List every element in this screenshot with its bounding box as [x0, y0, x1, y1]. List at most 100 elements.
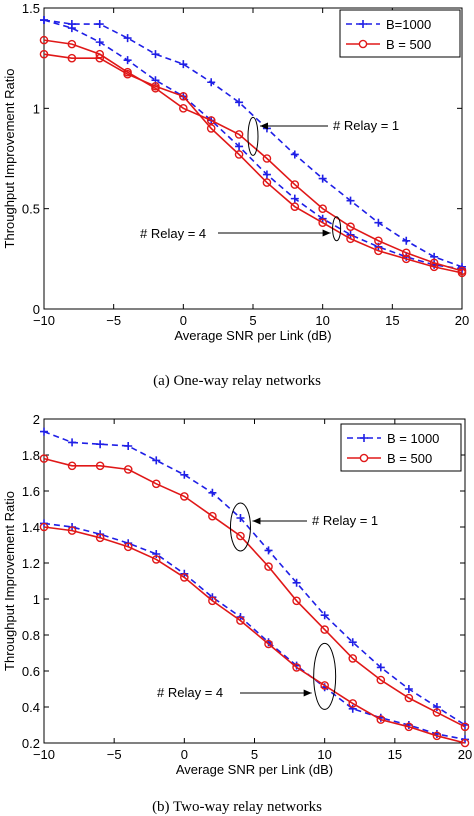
data-point: [346, 196, 355, 205]
series-b500-relay1: [39, 35, 467, 276]
series-line: [43, 522, 466, 741]
data-point: [262, 154, 272, 163]
x-tick-label: 20: [458, 747, 472, 762]
data-point: [124, 442, 133, 450]
data-point: [234, 130, 244, 139]
x-tick-label: 10: [317, 747, 331, 762]
legend-label: B = 500: [387, 451, 432, 466]
annotation-text: # Relay = 1: [312, 513, 378, 528]
data-point: [180, 573, 189, 582]
legend: B=1000 B = 500: [339, 9, 461, 58]
data-point: [123, 465, 133, 474]
data-point: [152, 550, 161, 558]
series-line: [43, 19, 463, 268]
data-point: [374, 246, 383, 256]
x-tick-label: 5: [249, 313, 256, 328]
data-point: [402, 236, 411, 245]
data-point: [95, 20, 104, 29]
data-point: [206, 124, 216, 133]
chart-b: −10 −5 0 5 10 15 20 0.2 0.4 0.6 0.8 1 1.2 1.4 1.6 1.8 2 A…: [2, 412, 472, 815]
x-tick-label: 5: [251, 747, 258, 762]
x-tick-label: 15: [388, 747, 402, 762]
data-point: [376, 663, 385, 672]
x-tick-label: −10: [33, 313, 55, 328]
y-tick-label: 0.4: [22, 700, 40, 715]
legend-box: [340, 423, 462, 472]
data-point: [236, 514, 245, 522]
data-point: [346, 234, 355, 244]
data-point: [151, 479, 161, 489]
data-point: [95, 461, 105, 471]
data-point: [180, 470, 189, 479]
data-point: [39, 35, 49, 45]
data-point: [208, 488, 217, 497]
annotation-relay-4: # Relay = 4: [140, 216, 342, 242]
data-point: [179, 104, 188, 113]
data-point: [320, 681, 329, 690]
y-tick-label: 1.4: [22, 520, 40, 535]
data-point: [40, 427, 48, 436]
data-point: [264, 639, 273, 649]
data-point: [404, 693, 414, 703]
data-point: [207, 78, 216, 87]
data-point: [236, 531, 245, 541]
annotation-arrowhead: [303, 689, 312, 697]
data-point: [234, 150, 244, 159]
x-tick-label: −10: [33, 747, 55, 762]
data-point: [432, 708, 442, 717]
data-point: [348, 699, 358, 708]
data-point: [346, 222, 355, 232]
figure-caption: (b) Two-way relay networks: [152, 799, 322, 815]
y-tick-label: 0.2: [22, 736, 40, 751]
legend-marker: [359, 20, 367, 28]
data-point: [95, 38, 104, 47]
data-point: [123, 69, 132, 79]
x-tick-label: 15: [385, 313, 399, 328]
data-point: [374, 236, 383, 246]
data-point: [292, 663, 301, 672]
legend-label: B=1000: [386, 17, 431, 32]
data-point: [206, 116, 216, 125]
data-point: [376, 675, 386, 685]
data-point: [151, 81, 160, 91]
legend-box: [339, 9, 461, 58]
data-point: [262, 178, 272, 187]
legend-label: B = 1000: [387, 431, 439, 446]
data-point: [264, 562, 273, 571]
annotation-relay-1: # Relay = 1: [229, 502, 378, 552]
data-point: [376, 715, 386, 724]
data-point: [429, 262, 439, 272]
annotation-text: # Relay = 4: [157, 685, 223, 700]
data-point: [95, 53, 105, 63]
x-tick-label: 10: [315, 313, 329, 328]
series-line: [43, 19, 463, 270]
series-b500-relay4: [39, 49, 467, 278]
data-point: [320, 611, 329, 620]
series-line: [43, 457, 466, 728]
x-tick-label: 20: [455, 313, 469, 328]
data-point: [151, 555, 161, 564]
data-point: [179, 91, 188, 101]
data-point: [67, 461, 77, 471]
x-axis-label: Average SNR per Link (dB): [176, 762, 333, 777]
data-point: [290, 194, 299, 203]
data-point: [235, 98, 244, 107]
legend-marker: [358, 39, 368, 49]
data-point: [318, 174, 327, 183]
y-tick-label: 0: [33, 302, 40, 317]
data-point: [348, 704, 357, 713]
data-point: [292, 596, 301, 606]
x-tick-label: 0: [181, 747, 188, 762]
annotation-text: # Relay = 4: [140, 226, 206, 241]
data-point: [95, 533, 105, 543]
legend-marker: [359, 453, 369, 463]
annotation-text: # Relay = 1: [333, 118, 399, 133]
annotation-arrowhead: [322, 229, 331, 237]
data-point: [68, 438, 77, 447]
data-point: [208, 596, 217, 606]
data-point: [318, 204, 327, 213]
y-tick-label: 0.6: [22, 664, 40, 679]
data-point: [264, 546, 273, 555]
data-point: [96, 440, 105, 449]
